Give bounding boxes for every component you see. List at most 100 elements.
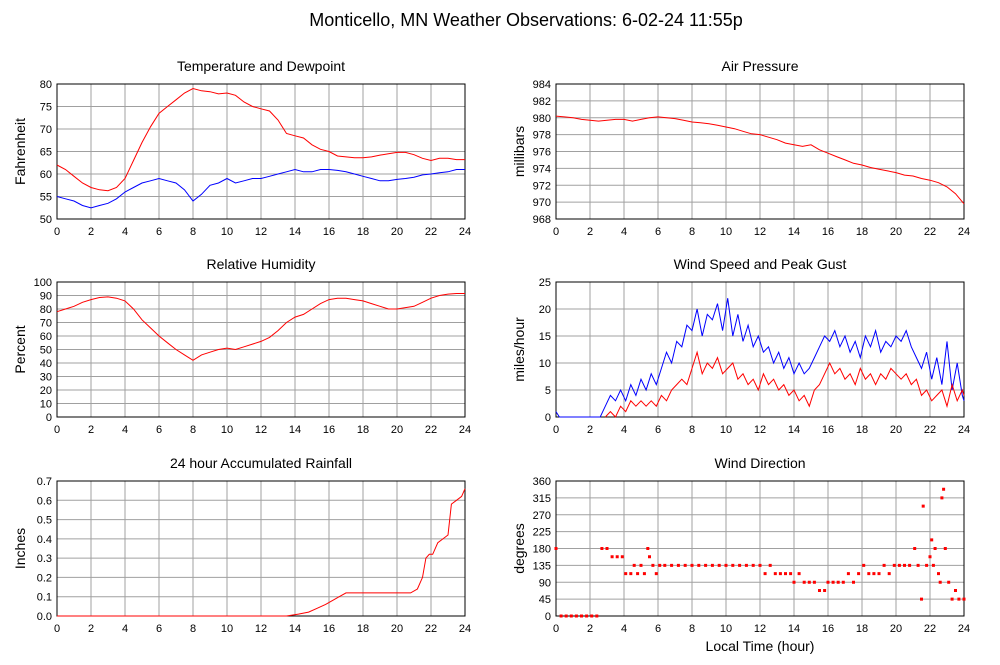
- temp-x-tick-label: 2: [88, 226, 94, 238]
- wind-y-tick-label: 20: [539, 304, 551, 316]
- pressure-y-tick-label: 982: [533, 96, 551, 108]
- rh-y-axis-label: Percent: [12, 325, 28, 373]
- winddir-point: [784, 572, 787, 576]
- winddir-point: [962, 597, 966, 601]
- page-title: Monticello, MN Weather Observations: 6-0…: [309, 10, 743, 30]
- temp-series-line-2: [56, 168, 465, 209]
- rh-y-tick-label: 100: [34, 277, 52, 289]
- wind-x-tick-label: 12: [754, 424, 766, 436]
- winddir-point: [642, 572, 646, 576]
- rain-x-tick-label: 4: [122, 623, 128, 635]
- rh-x-tick-label: 0: [54, 424, 60, 436]
- winddir-point: [887, 572, 891, 576]
- rain-y-tick-label: 0.5: [37, 515, 52, 527]
- rain-y-tick-label: 0.4: [37, 534, 52, 546]
- winddir-point: [867, 572, 871, 576]
- rh-x-tick-label: 10: [221, 424, 233, 436]
- rain-y-tick-label: 0.7: [37, 476, 52, 488]
- winddir-point: [903, 563, 906, 567]
- temp-y-tick-label: 75: [40, 102, 52, 114]
- winddir-point: [942, 487, 946, 491]
- pressure-y-tick-label: 976: [533, 147, 551, 159]
- pressure-x-tick-label: 22: [924, 226, 936, 238]
- pressure-x-tick-label: 20: [890, 226, 902, 238]
- rh-y-tick-label: 40: [40, 358, 52, 370]
- rain-y-tick-label: 0.1: [37, 592, 52, 604]
- temp-x-tick-label: 16: [323, 226, 335, 238]
- winddir-point: [831, 580, 835, 584]
- winddir-point: [857, 572, 861, 576]
- temp-x-tick-label: 20: [391, 226, 403, 238]
- temp-x-tick-label: 10: [221, 226, 233, 238]
- pressure-x-tick-label: 16: [822, 226, 834, 238]
- temp-x-tick-label: 12: [255, 226, 267, 238]
- rh-x-tick-label: 2: [88, 424, 94, 436]
- winddir-point: [925, 563, 929, 567]
- temp-x-tick-label: 22: [425, 226, 437, 238]
- winddir-point: [852, 580, 855, 584]
- winddir-y-tick-label: 270: [533, 510, 551, 522]
- rain-x-tick-label: 20: [391, 623, 403, 635]
- winddir-point: [877, 572, 881, 576]
- winddir-point: [574, 614, 578, 618]
- wind-y-axis-label: miles/hour: [511, 317, 527, 382]
- winddir-point: [636, 572, 640, 576]
- winddir-point: [554, 547, 558, 550]
- temp-series-line-1: [56, 87, 465, 192]
- pressure-x-tick-label: 24: [958, 226, 970, 238]
- winddir-point: [731, 563, 735, 567]
- pressure-y-tick-label: 974: [533, 163, 551, 175]
- winddir-point: [768, 563, 772, 567]
- wind-chart-title: Wind Speed and Peak Gust: [674, 256, 847, 272]
- rain-chart-title: 24 hour Accumulated Rainfall: [170, 455, 352, 471]
- rh-x-tick-label: 22: [425, 424, 437, 436]
- pressure-y-tick-label: 968: [533, 214, 551, 226]
- temp-x-tick-label: 4: [122, 226, 128, 238]
- winddir-point: [950, 597, 954, 601]
- winddir-point: [639, 563, 643, 567]
- temp-plot-frame: [56, 83, 466, 220]
- winddir-point: [836, 580, 840, 584]
- winddir-y-tick-label: 360: [533, 476, 551, 488]
- winddir-point: [763, 572, 767, 576]
- winddir-point: [943, 547, 947, 550]
- rain-x-tick-label: 22: [425, 623, 437, 635]
- temp-y-tick-label: 80: [40, 79, 52, 91]
- winddir-point: [908, 563, 912, 567]
- pressure-x-tick-label: 14: [788, 226, 800, 238]
- winddir-point: [920, 597, 923, 601]
- rain-y-tick-label: 0.6: [37, 495, 52, 507]
- winddir-x-tick-label: 4: [621, 623, 627, 635]
- winddir-x-tick-label: 6: [655, 623, 661, 635]
- winddir-chart-title: Wind Direction: [714, 455, 805, 471]
- winddir-point: [892, 563, 896, 567]
- wind-y-tick-label: 15: [539, 331, 551, 343]
- wind-series-line-2: [604, 350, 965, 418]
- winddir-point: [928, 555, 932, 559]
- rh-x-tick-label: 14: [289, 424, 301, 436]
- winddir-x-tick-label: 18: [856, 623, 868, 635]
- winddir-point: [940, 496, 944, 500]
- winddir-x-tick-label: 2: [587, 623, 593, 635]
- winddir-point: [938, 580, 942, 584]
- rh-x-tick-label: 12: [255, 424, 267, 436]
- temp-x-tick-label: 6: [156, 226, 162, 238]
- wind-x-tick-label: 2: [587, 424, 593, 436]
- rain-x-tick-label: 14: [289, 623, 301, 635]
- rain-y-tick-label: 0.3: [37, 553, 52, 565]
- temp-y-axis-label: Fahrenheit: [12, 118, 28, 185]
- winddir-point: [846, 572, 850, 576]
- rain-y-tick-label: 0.2: [37, 572, 52, 584]
- rh-x-tick-label: 24: [459, 424, 471, 436]
- winddir-point: [933, 547, 937, 550]
- rh-y-tick-label: 80: [40, 304, 52, 316]
- winddir-x-tick-label: 20: [890, 623, 902, 635]
- rh-y-tick-label: 10: [40, 399, 52, 411]
- winddir-point: [620, 555, 624, 559]
- winddir-point: [615, 555, 619, 559]
- wind-y-tick-label: 0: [545, 412, 551, 424]
